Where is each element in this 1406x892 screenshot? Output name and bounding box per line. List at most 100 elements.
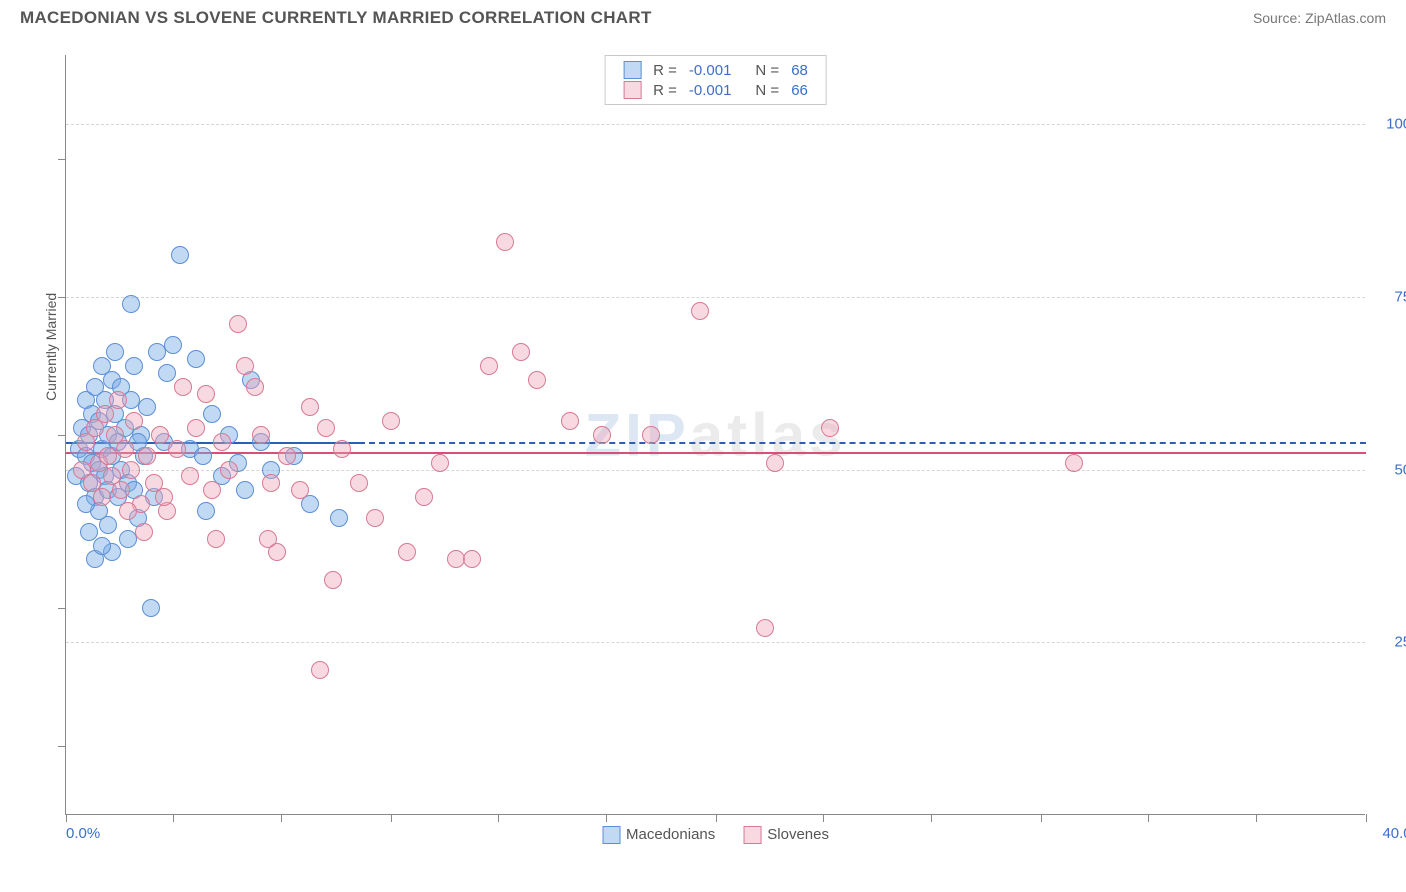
gridline-h [66,124,1365,125]
x-tick [606,814,607,822]
correlation-row-slovenes: R = -0.001 N = 66 [617,80,814,100]
data-point-slovenes [512,343,530,361]
source-attribution: Source: ZipAtlas.com [1253,10,1386,26]
data-point-macedonians [194,447,212,465]
n-value-macedonians: 68 [785,60,814,80]
data-point-slovenes [229,315,247,333]
data-point-slovenes [350,474,368,492]
data-point-macedonians [158,364,176,382]
r-value-slovenes: -0.001 [683,80,738,100]
n-label: N = [749,60,785,80]
data-point-macedonians [122,295,140,313]
data-point-macedonians [164,336,182,354]
data-point-macedonians [171,246,189,264]
data-point-slovenes [174,378,192,396]
data-point-slovenes [119,502,137,520]
legend-label: Macedonians [626,826,715,843]
y-tick [58,746,66,747]
data-point-slovenes [333,440,351,458]
legend-label: Slovenes [767,826,829,843]
x-tick [1256,814,1257,822]
plot-area: ZIPatlas R = -0.001 N = 68 R = -0.001 N … [65,55,1365,815]
y-tick [58,159,66,160]
data-point-slovenes [766,454,784,472]
swatch-slovenes [743,826,761,844]
x-tick [391,814,392,822]
data-point-slovenes [246,378,264,396]
correlation-row-macedonians: R = -0.001 N = 68 [617,60,814,80]
data-point-macedonians [99,516,117,534]
swatch-slovenes [623,81,641,99]
x-tick [66,814,67,822]
data-point-slovenes [366,509,384,527]
data-point-slovenes [301,398,319,416]
data-point-macedonians [197,502,215,520]
y-tick [58,608,66,609]
data-point-slovenes [496,233,514,251]
data-point-macedonians [80,523,98,541]
data-point-macedonians [93,537,111,555]
trend-line-ext-macedonians [359,442,1367,444]
data-point-macedonians [187,350,205,368]
data-point-slovenes [593,426,611,444]
data-point-slovenes [431,454,449,472]
data-point-slovenes [109,391,127,409]
x-tick [716,814,717,822]
legend-item-macedonians: Macedonians [602,826,715,844]
data-point-slovenes [168,440,186,458]
data-point-macedonians [125,357,143,375]
data-point-slovenes [278,447,296,465]
data-point-slovenes [691,302,709,320]
data-point-slovenes [756,619,774,637]
gridline-h [66,297,1365,298]
x-tick [1041,814,1042,822]
data-point-slovenes [220,461,238,479]
n-value-slovenes: 66 [785,80,814,100]
data-point-macedonians [106,343,124,361]
data-point-slovenes [93,488,111,506]
data-point-slovenes [262,474,280,492]
y-tick-label: 100.0% [1375,116,1406,133]
data-point-slovenes [138,447,156,465]
y-tick-label: 75.0% [1375,288,1406,305]
series-legend: Macedonians Slovenes [602,826,829,844]
x-tick [498,814,499,822]
data-point-slovenes [181,467,199,485]
data-point-macedonians [330,509,348,527]
r-label: R = [647,80,683,100]
y-axis-title: Currently Married [43,293,59,401]
data-point-slovenes [203,481,221,499]
data-point-slovenes [463,550,481,568]
x-axis-min-label: 0.0% [66,825,100,842]
data-point-slovenes [135,523,153,541]
x-tick [1366,814,1367,822]
trend-line-slovenes [66,452,1366,454]
data-point-slovenes [151,426,169,444]
chart-container: Currently Married ZIPatlas R = -0.001 N … [45,55,1385,845]
watermark: ZIPatlas [584,400,846,469]
legend-item-slovenes: Slovenes [743,826,829,844]
swatch-macedonians [602,826,620,844]
data-point-slovenes [382,412,400,430]
source-name: ZipAtlas.com [1305,10,1386,26]
data-point-slovenes [821,419,839,437]
y-tick [58,435,66,436]
data-point-macedonians [236,481,254,499]
data-point-slovenes [561,412,579,430]
chart-title: MACEDONIAN VS SLOVENE CURRENTLY MARRIED … [20,8,652,28]
x-tick [1148,814,1149,822]
data-point-slovenes [311,661,329,679]
data-point-slovenes [252,426,270,444]
y-tick [58,297,66,298]
n-label: N = [749,80,785,100]
correlation-legend: R = -0.001 N = 68 R = -0.001 N = 66 [604,55,827,105]
x-tick [931,814,932,822]
data-point-slovenes [398,543,416,561]
data-point-macedonians [203,405,221,423]
gridline-h [66,642,1365,643]
data-point-slovenes [187,419,205,437]
data-point-slovenes [155,488,173,506]
data-point-slovenes [122,461,140,479]
header: MACEDONIAN VS SLOVENE CURRENTLY MARRIED … [0,0,1406,36]
y-tick-label: 50.0% [1375,461,1406,478]
